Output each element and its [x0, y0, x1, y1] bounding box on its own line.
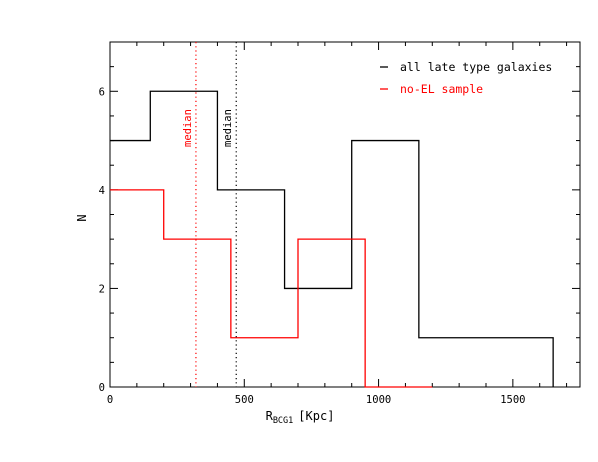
x-tick-label: 1500 [500, 394, 525, 406]
histogram-no-el-sample [110, 189, 433, 388]
plot-frame [109, 41, 581, 388]
median-layer: median median [182, 42, 237, 387]
y-tick-label: 0 [99, 382, 105, 394]
histogram-all-late-type [110, 90, 554, 387]
series-layer [110, 90, 554, 388]
x-axis-title: RBCG1 [Kpc] [266, 409, 335, 426]
axis-tick-labels: 0 500 1000 1500 0 2 4 6 [99, 86, 526, 406]
x-tick-label: 1000 [366, 394, 391, 406]
y-axis-title: N [75, 214, 89, 221]
x-axis-title-sub: BCG1 [273, 416, 293, 426]
legend: all late type galaxies no-EL sample [380, 60, 552, 96]
y-tick-label: 2 [99, 283, 105, 295]
x-tick-label: 500 [235, 394, 254, 406]
median-label-all-late-type: median [222, 109, 234, 147]
median-label-no-el-sample: median [182, 109, 194, 147]
axis-ticks [109, 41, 580, 388]
y-tick-label: 6 [99, 86, 105, 98]
y-tick-label: 4 [99, 185, 105, 197]
x-axis-title-main: R [266, 409, 274, 423]
x-tick-label: 0 [107, 394, 113, 406]
x-axis-title-unit: [Kpc] [298, 409, 334, 423]
legend-label-all: all late type galaxies [400, 60, 552, 74]
legend-label-noel: no-EL sample [400, 82, 483, 96]
